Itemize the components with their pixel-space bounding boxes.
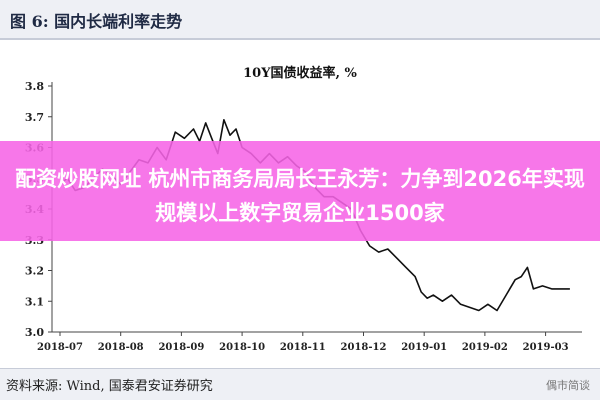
y-tick-label: 3.8: [25, 80, 44, 93]
x-tick-label: 2019-01: [401, 342, 447, 353]
y-tick-label: 3.1: [25, 295, 44, 308]
y-tick-label: 3.0: [25, 326, 44, 339]
chart-title: 10Y国债收益率, %: [243, 66, 357, 81]
x-tick-label: 2018-11: [280, 342, 326, 353]
x-tick-label: 2019-03: [523, 342, 569, 353]
figure-title: 图 6: 国内长端利率走势: [10, 12, 183, 31]
watermark-logo: 偶市简谈: [546, 379, 590, 392]
x-tick-label: 2018-10: [219, 342, 265, 353]
x-tick-label: 2018-12: [341, 342, 387, 353]
y-tick-label: 3.2: [25, 265, 44, 278]
x-tick-label: 2018-08: [98, 342, 144, 353]
x-tick-label: 2018-07: [37, 342, 83, 353]
headline-banner: [0, 141, 600, 241]
figure-header: 图 6: 国内长端利率走势: [0, 0, 600, 40]
source-text: 资料来源: Wind, 国泰君安证券研究: [6, 379, 213, 394]
source-footer: 资料来源: Wind, 国泰君安证券研究 偶市简谈: [0, 368, 600, 400]
headline-text[interactable]: 配资炒股网址 杭州市商务局局长王永芳：力争到2026年实现规模以上数字贸易企业1…: [15, 167, 585, 225]
x-tick-label: 2019-02: [462, 342, 508, 353]
y-tick-label: 3.7: [25, 111, 44, 124]
x-tick-label: 2018-09: [158, 342, 204, 353]
